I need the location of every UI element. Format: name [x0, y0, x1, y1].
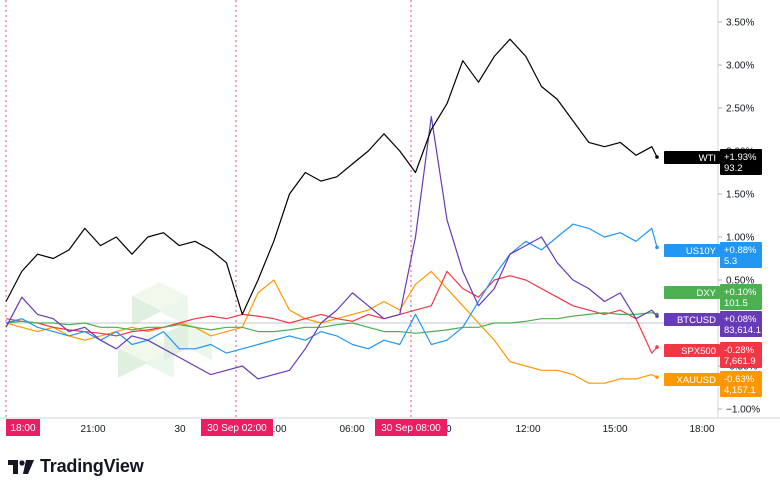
badge-wti[interactable]: WTI +1.93%93.2	[664, 149, 762, 175]
badge-name-box	[664, 344, 720, 357]
x-tick-label: 06:00	[339, 424, 364, 435]
badge-us10y[interactable]: US10Y +0.88%5.3	[664, 242, 762, 268]
badge-value-box	[720, 242, 762, 268]
time-axis[interactable]: 21:003003:0006:0009:0012:0015:0018:0018:…	[6, 419, 715, 436]
x-tick-label: 12:00	[515, 424, 540, 435]
badge-value-box	[720, 371, 762, 397]
badge-change: +0.08%	[724, 314, 757, 325]
x-tick-label: 30	[174, 424, 186, 435]
y-tick-label: 2.50%	[726, 104, 754, 115]
badge-value-box	[720, 149, 762, 175]
badge-value-box	[720, 311, 762, 337]
x-tick-label: 21:00	[80, 424, 105, 435]
badge-last-value: 7,661.9	[724, 356, 756, 367]
badge-last-value: 83,614.1	[724, 325, 761, 336]
series-line-wti[interactable]	[5, 38, 658, 315]
series-lines	[5, 38, 659, 384]
time-highlight-badge[interactable]: 30 Sep 02:00	[201, 419, 273, 436]
time-highlight-label: 30 Sep 02:00	[207, 423, 267, 434]
series-badges: WTI +1.93%93.2 US10Y +0.88%5.3 DXY +0.10%101.…	[664, 149, 762, 397]
x-tick-label: 03:00	[261, 424, 286, 435]
brand-name: TradingView	[40, 456, 144, 476]
last-point-wti	[655, 155, 659, 159]
y-tick-label: −1.00%	[726, 405, 760, 416]
time-highlight-badge[interactable]: 18:00	[6, 419, 40, 436]
cube-watermark-icon	[118, 282, 212, 378]
last-point-spx500	[655, 345, 659, 349]
badge-last-value: 4,157.1	[724, 385, 756, 396]
x-tick-label: 18:00	[689, 424, 714, 435]
badge-change: +1.93%	[724, 152, 757, 163]
last-point-btcusd	[655, 314, 659, 318]
chart-grid	[0, 0, 780, 419]
badge-last-value: 101.5	[724, 298, 748, 309]
time-highlight-box	[201, 419, 273, 436]
badge-value-box	[720, 284, 762, 310]
last-point-us10y	[655, 245, 659, 250]
badge-last-value: 5.3	[724, 256, 737, 267]
time-highlight-box	[6, 419, 40, 436]
time-highlight-label: 18:00	[10, 423, 35, 434]
badge-change: -0.28%	[724, 345, 755, 356]
badge-change: -0.63%	[724, 374, 755, 385]
x-tick-label: 15:00	[602, 424, 627, 435]
brand-logo[interactable]: TradingView	[8, 456, 144, 477]
time-highlight-badge[interactable]: 30 Sep 08:00	[375, 419, 447, 436]
badge-symbol: SPX500	[681, 346, 716, 357]
badge-name-box	[664, 244, 720, 257]
badge-name-box	[664, 151, 720, 164]
y-tick-label: 1.50%	[726, 190, 754, 201]
time-highlight-label: 30 Sep 08:00	[381, 423, 441, 434]
y-tick-label: 1.00%	[726, 233, 754, 244]
series-line-us10y[interactable]	[5, 223, 658, 354]
badge-dxy[interactable]: DXY +0.10%101.5	[664, 284, 762, 310]
badge-change: +0.88%	[724, 245, 757, 256]
badge-last-value: 93.2	[724, 163, 743, 174]
y-tick-label: 0.50%	[726, 276, 754, 287]
badge-symbol: WTI	[699, 153, 716, 164]
time-highlight-box	[375, 419, 447, 436]
badge-name-box	[664, 373, 720, 386]
last-point-xauusd	[655, 375, 659, 379]
badge-name-box	[664, 286, 720, 299]
y-tick-label: 3.50%	[726, 18, 754, 29]
badge-xauusd[interactable]: XAUUSD -0.63%4,157.1	[664, 371, 762, 397]
badge-value-box	[720, 342, 762, 368]
series-line-dxy[interactable]	[5, 312, 658, 334]
series-line-btcusd[interactable]	[5, 115, 658, 380]
series-line-spx500[interactable]	[5, 270, 658, 354]
badge-name-box	[664, 313, 720, 326]
badge-symbol: BTCUSD	[677, 315, 716, 326]
badge-symbol: DXY	[696, 288, 716, 299]
badge-btcusd[interactable]: BTCUSD +0.08%83,614.1	[664, 311, 762, 337]
badge-symbol: US10Y	[686, 246, 717, 257]
y-tick-label: 3.00%	[726, 61, 754, 72]
badge-symbol: XAUUSD	[676, 375, 716, 386]
tradingview-logo-icon	[8, 459, 34, 474]
badge-change: +0.10%	[724, 287, 757, 298]
badge-spx500[interactable]: SPX500 -0.28%7,661.9	[664, 342, 762, 368]
